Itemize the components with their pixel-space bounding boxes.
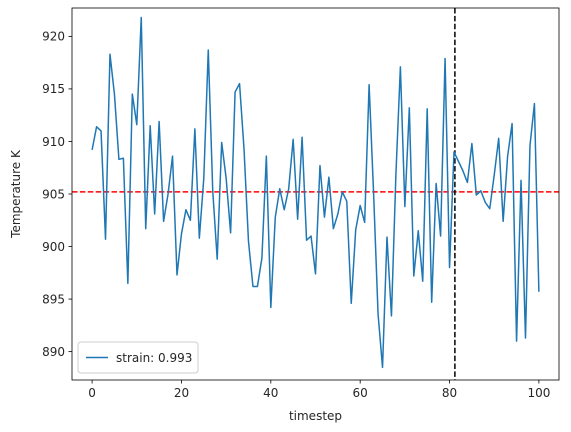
y-tick-label: 920: [42, 30, 65, 44]
x-tick-label: 20: [174, 386, 189, 400]
x-tick-label: 80: [442, 386, 457, 400]
y-tick-label: 915: [42, 82, 65, 96]
y-tick-label: 910: [42, 135, 65, 149]
y-tick-label: 905: [42, 187, 65, 201]
y-tick-label: 890: [42, 345, 65, 359]
x-axis-ticks: 0 20 40 60 80 100: [88, 380, 550, 400]
legend: strain: 0.993: [77, 341, 199, 374]
x-tick-label: 0: [88, 386, 96, 400]
legend-box: [77, 341, 199, 374]
y-tick-label: 895: [42, 292, 65, 306]
legend-label: strain: 0.993: [116, 351, 192, 365]
y-axis-label: Temperature K: [9, 149, 23, 239]
y-tick-label: 900: [42, 240, 65, 254]
series-layer: [91, 16, 540, 369]
series-line-0: [91, 16, 540, 369]
x-axis-label: timestep: [289, 409, 342, 423]
x-tick-label: 40: [263, 386, 278, 400]
x-tick-label: 100: [527, 386, 550, 400]
x-tick-label: 60: [353, 386, 368, 400]
y-axis-ticks: 890 895 900 905 910 915 920: [42, 30, 72, 359]
